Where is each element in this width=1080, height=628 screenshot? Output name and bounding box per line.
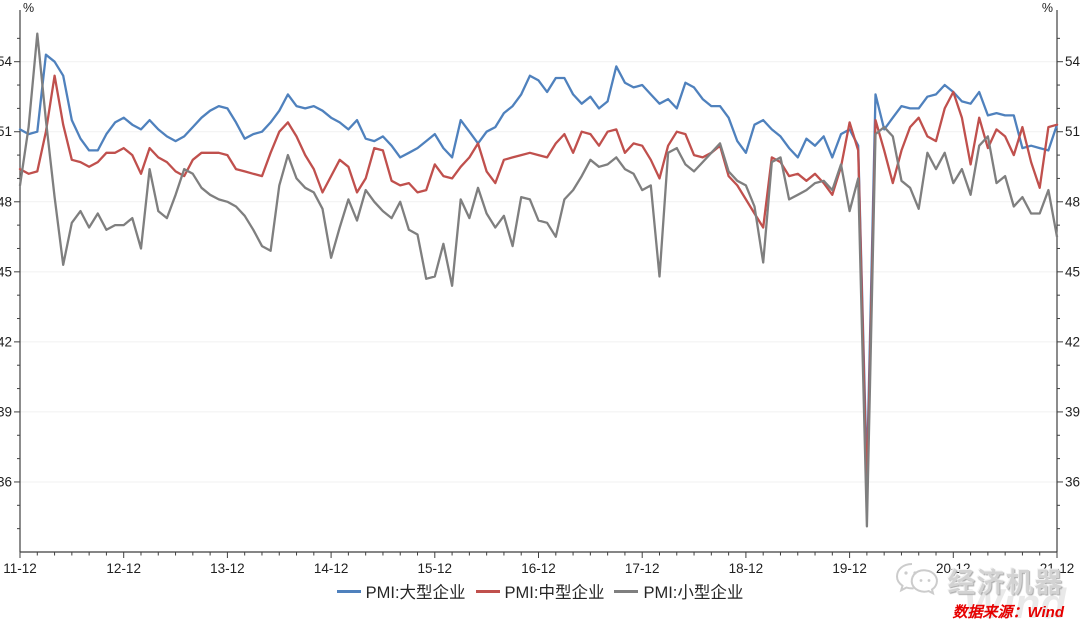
y-axis-unit-right: % (1042, 1, 1053, 15)
legend-item-medium: PMI:中型企业 (475, 579, 605, 603)
y-axis-label-right-39: 39 (1065, 404, 1080, 419)
y-axis-label-right-51: 51 (1065, 124, 1080, 139)
x-axis-label-20-12: 20-12 (936, 561, 971, 576)
x-axis-label-16-12: 16-12 (521, 561, 556, 576)
y-axis-label-right-45: 45 (1065, 264, 1080, 279)
y-axis-label-left-51: 51 (0, 124, 12, 139)
x-axis-label-18-12: 18-12 (729, 561, 764, 576)
series-line-0 (18, 53, 1059, 477)
x-axis-label-14-12: 14-12 (314, 561, 349, 576)
y-axis-unit-left: % (23, 1, 34, 15)
wechat-icon (895, 563, 938, 596)
x-axis-label-17-12: 17-12 (625, 561, 660, 576)
x-axis-label-12-12: 12-12 (106, 561, 141, 576)
legend-swatch-small-gray (614, 589, 639, 593)
y-axis-label-left-36: 36 (0, 474, 12, 489)
series-line-1 (18, 74, 1059, 495)
y-axis-label-right-36: 36 (1065, 474, 1080, 489)
x-axis-label-15-12: 15-12 (418, 561, 453, 576)
y-axis-label-right-48: 48 (1065, 194, 1080, 209)
x-axis-label-11-12: 11-12 (3, 561, 37, 576)
publisher-watermark: 经济机器 (894, 560, 1064, 600)
series-line-2 (18, 32, 1059, 528)
legend-label-medium: PMI:中型企业 (504, 584, 605, 602)
y-axis-label-left-48: 48 (0, 194, 12, 209)
data-source-label: 数据来源：Wind (952, 604, 1064, 621)
y-axis-label-left-45: 45 (0, 264, 12, 279)
wind-background-watermark: Wind (963, 580, 1066, 627)
y-ticks (14, 37, 1063, 530)
publisher-name: 经济机器 (948, 567, 1064, 598)
y-axis-label-right-42: 42 (1065, 334, 1080, 349)
x-axis-label-13-12: 13-12 (210, 561, 245, 576)
chart-legend: PMI:大型企业 PMI:中型企业 PMI:小型企业 (0, 579, 1080, 603)
x-ticks (19, 552, 1058, 558)
legend-swatch-medium-red (475, 589, 500, 593)
y-axis-label-left-42: 42 (0, 334, 12, 349)
legend-label-small: PMI:小型企业 (643, 584, 744, 602)
y-axis-label-left-54: 54 (0, 54, 12, 69)
x-axis-label-21-12: 21-12 (1040, 561, 1075, 576)
axes-spines (19, 10, 1058, 553)
x-axis-label-19-12: 19-12 (832, 561, 867, 576)
y-axis-label-right-54: 54 (1065, 54, 1080, 69)
y-axis-label-left-39: 39 (0, 404, 12, 419)
legend-item-small: PMI:小型企业 (614, 579, 743, 603)
legend-item-large: PMI:大型企业 (336, 579, 466, 603)
legend-label-large: PMI:大型企业 (365, 584, 466, 602)
legend-swatch-large-blue (336, 589, 361, 593)
